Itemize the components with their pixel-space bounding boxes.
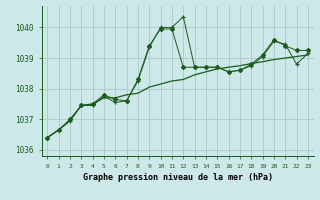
X-axis label: Graphe pression niveau de la mer (hPa): Graphe pression niveau de la mer (hPa) — [83, 173, 273, 182]
